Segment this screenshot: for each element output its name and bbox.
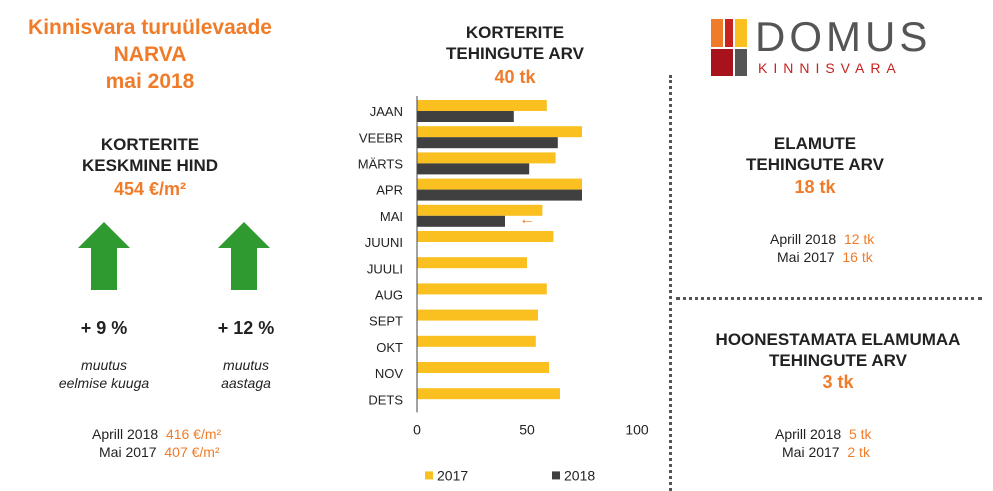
yearly-note-line1: muutus bbox=[223, 357, 269, 373]
yearly-note-line2: aastaga bbox=[221, 375, 271, 391]
up-arrow-icon-monthly bbox=[78, 222, 130, 290]
monthly-note-line2: eelmise kuuga bbox=[58, 375, 150, 391]
apartment-transactions-chart: JAAN VEEBR MÄRTS APR MAI JUUNI JUULI AUG SEPT OKT… bbox=[358, 96, 649, 483]
bar-2017-nov bbox=[417, 362, 549, 373]
horizontal-divider bbox=[676, 297, 982, 300]
avg-price-title-line2: KESKMINE HIND bbox=[81, 156, 218, 175]
bar-2018-apr bbox=[417, 189, 582, 201]
report-title-city: NARVA bbox=[113, 43, 187, 66]
apartments-title: KORTERITE TEHINGUTE ARV bbox=[400, 22, 630, 64]
apartments-title-line2: TEHINGUTE ARV bbox=[446, 44, 584, 63]
yearly-change-note: muutus aastaga bbox=[186, 356, 306, 392]
category-label: APR bbox=[376, 183, 403, 198]
land-compare-row: Mai 2017 2 tk bbox=[775, 443, 955, 461]
compare-value: 5 tk bbox=[848, 426, 872, 442]
category-label: NOV bbox=[375, 366, 404, 381]
bar-2017-apr bbox=[417, 178, 582, 190]
category-label: MÄRTS bbox=[358, 157, 404, 172]
category-label: JUUNI bbox=[365, 235, 403, 250]
apartments-title-line1: KORTERITE bbox=[465, 23, 565, 42]
compare-label: Aprill 2018 bbox=[775, 426, 842, 442]
legend-swatch-2017 bbox=[425, 471, 433, 480]
bar-2017-mai bbox=[417, 204, 543, 216]
land-title: HOONESTAMATA ELAMUMAA TEHINGUTE ARV bbox=[688, 329, 988, 371]
report-title-line1: Kinnisvara turuülevaade bbox=[28, 16, 272, 39]
avg-price-value: 454 €/m² bbox=[113, 179, 187, 199]
bar-2017-dets bbox=[417, 388, 560, 400]
logo-mark-icon bbox=[711, 19, 747, 76]
x-tick-label: 0 bbox=[413, 421, 421, 437]
category-label: AUG bbox=[375, 288, 403, 303]
category-label: JUULI bbox=[367, 261, 403, 276]
houses-title-line1: ELAMUTE bbox=[773, 134, 857, 153]
category-label: VEEBR bbox=[359, 130, 403, 145]
yearly-change: + 12 % bbox=[217, 318, 275, 338]
land-title-line2: TEHINGUTE ARV bbox=[769, 351, 907, 370]
bar-2017-sept bbox=[417, 309, 538, 321]
houses-compare-row: Aprill 2018 12 tk bbox=[770, 230, 950, 248]
monthly-change: + 9 % bbox=[80, 318, 128, 338]
compare-label: Mai 2017 bbox=[99, 444, 157, 460]
x-tick-label: 50 bbox=[519, 421, 535, 437]
category-label: OKT bbox=[376, 340, 403, 355]
bar-2017-aug bbox=[417, 283, 547, 295]
report-title-period: mai 2018 bbox=[105, 70, 195, 93]
domus-logo: DOMUS KINNISVARA bbox=[711, 13, 971, 79]
bar-2018-märts bbox=[417, 163, 530, 175]
avg-price-title-line1: KORTERITE bbox=[100, 135, 200, 154]
avg-price-compare: Aprill 2018 416 €/m² Mai 2017 407 €/m² bbox=[92, 425, 262, 461]
vertical-divider bbox=[669, 75, 672, 491]
category-label: JAAN bbox=[370, 104, 403, 119]
up-arrow-icon-yearly bbox=[218, 222, 270, 290]
compare-value: 16 tk bbox=[842, 249, 873, 265]
compare-label: Aprill 2018 bbox=[770, 231, 837, 247]
land-compare-row: Aprill 2018 5 tk bbox=[775, 425, 955, 443]
bar-2018-jaan bbox=[417, 111, 514, 122]
avg-price-title: KORTERITE KESKMINE HIND bbox=[40, 134, 260, 176]
bar-2017-märts bbox=[417, 152, 556, 164]
annotation-arrow-icon: ← bbox=[519, 211, 535, 228]
bar-2017-juuli bbox=[417, 257, 527, 269]
land-title-line1: HOONESTAMATA ELAMUMAA bbox=[715, 330, 961, 349]
bar-2017-juuni bbox=[417, 231, 554, 242]
logo-name: DOMUS bbox=[755, 13, 932, 60]
bar-2018-mai bbox=[417, 215, 505, 227]
houses-compare-row: Mai 2017 16 tk bbox=[770, 248, 950, 266]
houses-title-line2: TEHINGUTE ARV bbox=[746, 155, 884, 174]
compare-value: 416 €/m² bbox=[165, 426, 222, 442]
houses-value: 18 tk bbox=[794, 177, 836, 197]
bar-2017-okt bbox=[417, 335, 536, 347]
compare-value: 12 tk bbox=[843, 231, 875, 247]
apartments-value: 40 tk bbox=[494, 67, 536, 87]
category-label: DETS bbox=[368, 392, 403, 407]
compare-value: 2 tk bbox=[847, 444, 870, 460]
monthly-note-line1: muutus bbox=[81, 357, 127, 373]
compare-value: 407 €/m² bbox=[164, 444, 220, 460]
bar-2017-jaan bbox=[417, 100, 547, 111]
bar-2017-veebr bbox=[417, 126, 582, 138]
avg-price-compare-row: Aprill 2018 416 €/m² bbox=[92, 425, 262, 443]
land-compare: Aprill 2018 5 tk Mai 2017 2 tk bbox=[775, 425, 955, 461]
land-value: 3 tk bbox=[822, 372, 854, 392]
houses-title: ELAMUTE TEHINGUTE ARV bbox=[700, 133, 930, 175]
avg-price-compare-row: Mai 2017 407 €/m² bbox=[92, 443, 262, 461]
monthly-change-note: muutus eelmise kuuga bbox=[44, 356, 164, 392]
category-label: MAI bbox=[380, 209, 403, 224]
compare-label: Mai 2017 bbox=[782, 444, 840, 460]
compare-label: Mai 2017 bbox=[777, 249, 835, 265]
legend-label-2018: 2018 bbox=[564, 467, 595, 483]
legend-swatch-2018 bbox=[552, 471, 560, 480]
compare-label: Aprill 2018 bbox=[92, 426, 159, 442]
bar-2018-veebr bbox=[417, 137, 558, 149]
houses-compare: Aprill 2018 12 tk Mai 2017 16 tk bbox=[770, 230, 950, 266]
report-title: Kinnisvara turuülevaade NARVA mai 2018 bbox=[0, 14, 300, 95]
logo-sub: KINNISVARA bbox=[758, 60, 902, 76]
legend-label-2017: 2017 bbox=[437, 467, 468, 483]
x-tick-label: 100 bbox=[625, 421, 649, 437]
category-label: SEPT bbox=[369, 314, 403, 329]
